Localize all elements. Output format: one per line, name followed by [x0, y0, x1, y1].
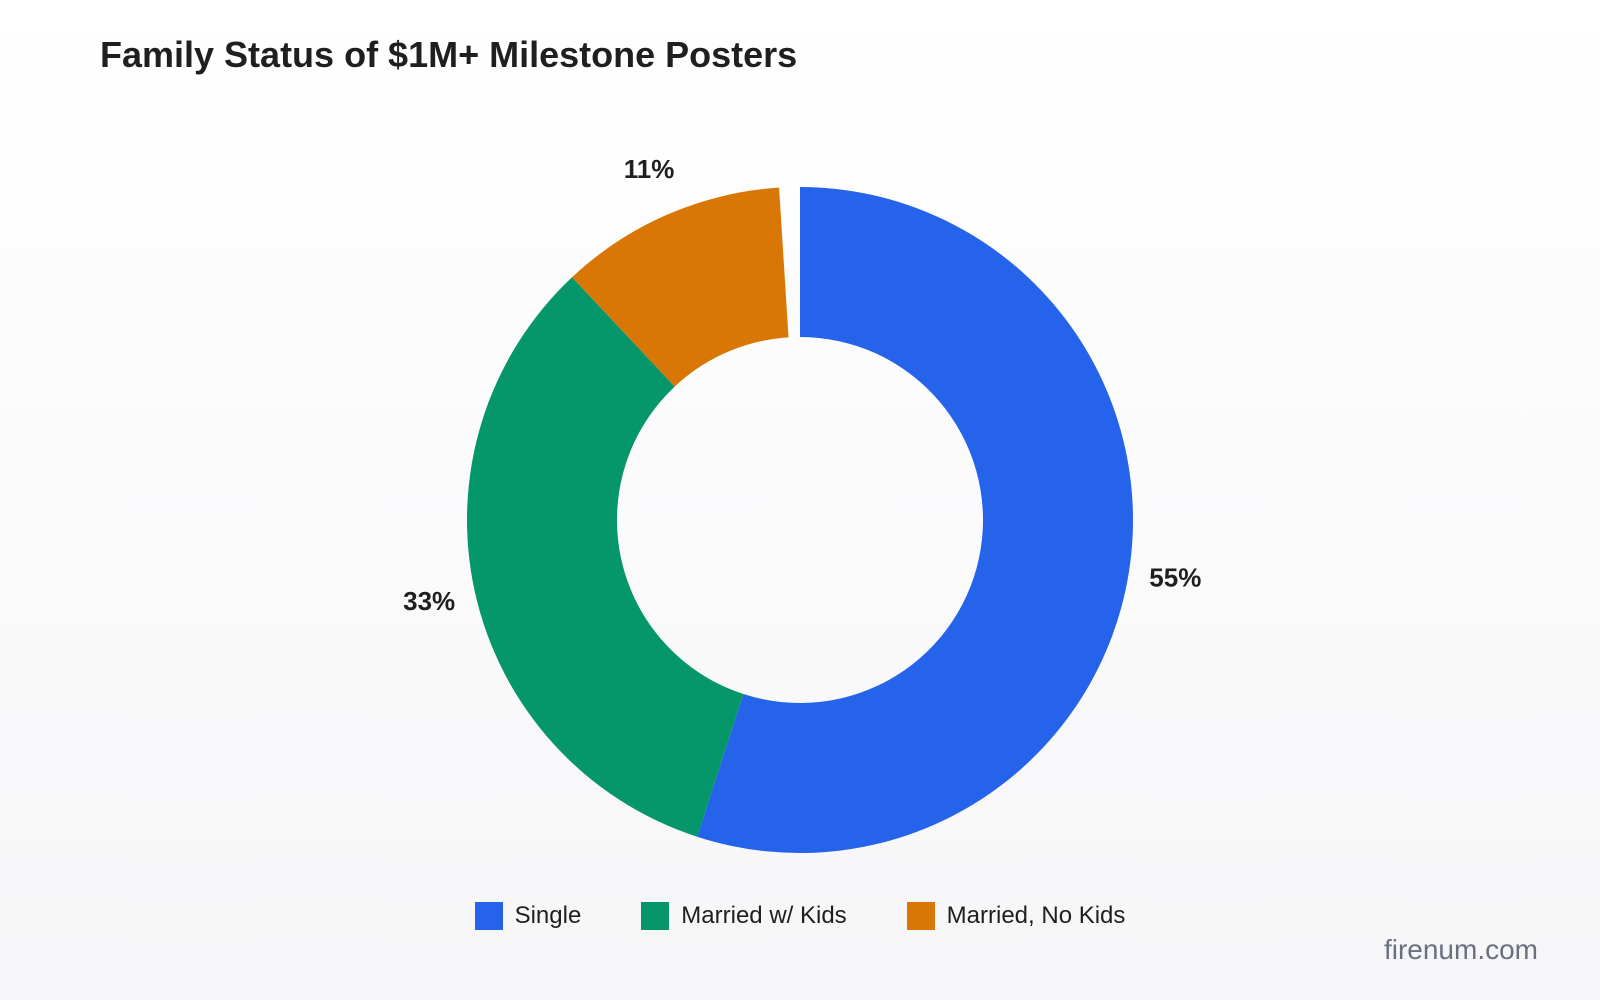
- legend-label: Married, No Kids: [946, 902, 1126, 929]
- legend-item[interactable]: Married w/ Kids: [641, 902, 847, 930]
- slice-percent-label: 33%: [403, 586, 455, 616]
- chart-title: Family Status of $1M+ Milestone Posters: [100, 34, 798, 75]
- legend-swatch: [474, 902, 503, 930]
- legend-item[interactable]: Single: [474, 902, 582, 930]
- slice-percent-label: 55%: [1149, 562, 1201, 592]
- legend-label: Single: [514, 902, 582, 929]
- legend-swatch: [906, 902, 935, 930]
- donut-slice-single[interactable]: [697, 187, 1133, 853]
- chart-legend: Single Married w/ Kids Married, No Kids: [0, 902, 1600, 930]
- watermark-text: firenum.com: [1383, 934, 1538, 965]
- legend-item[interactable]: Married, No Kids: [906, 902, 1126, 930]
- legend-swatch: [641, 902, 670, 930]
- slice-percent-label: 11%: [624, 154, 675, 184]
- donut-slice-married-no-kids[interactable]: [572, 187, 789, 387]
- legend-label: Married w/ Kids: [681, 902, 847, 929]
- donut-slice-married-w-kids[interactable]: [466, 277, 744, 837]
